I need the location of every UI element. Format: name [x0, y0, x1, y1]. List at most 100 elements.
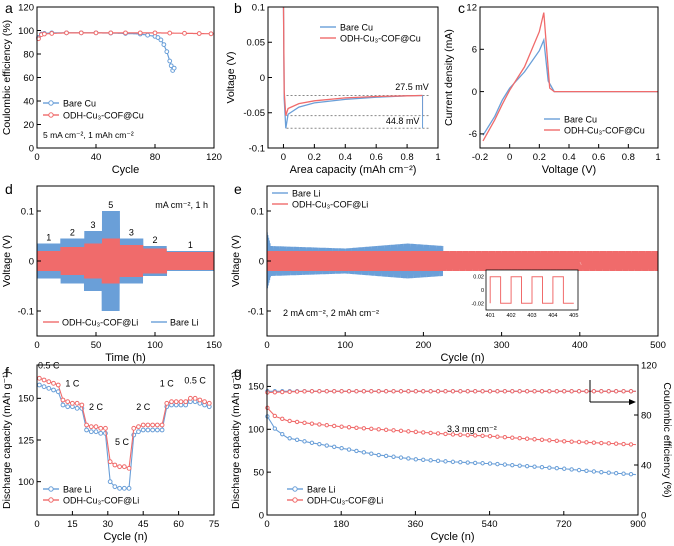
f-data-point: [159, 427, 165, 433]
g-data-point: [458, 432, 463, 437]
f-data-point: [36, 375, 42, 381]
b-annotation-blue: 44.8 mV: [386, 116, 420, 126]
g-xtick-label: 180: [333, 519, 349, 530]
g-data-point: [547, 465, 552, 470]
g-xtick-label: 900: [630, 519, 646, 530]
g-data-point: [628, 389, 634, 394]
g-data-point: [599, 389, 604, 394]
g-data-point: [472, 389, 478, 394]
g-data-point: [576, 467, 582, 473]
d-xtick-label: 150: [206, 340, 222, 351]
a-xtick-label: 80: [150, 152, 161, 163]
d-xtick-label: 0: [34, 340, 39, 351]
g-data-point: [621, 441, 626, 447]
f-legend-label: Bare Li: [63, 484, 92, 494]
g-data-point: [495, 461, 500, 467]
g-data-point: [361, 426, 367, 431]
f-rate-label: 1 C: [65, 379, 80, 389]
g-data-point: [584, 389, 589, 394]
a-legend-label: Bare Cu: [63, 98, 96, 108]
g-data-point: [621, 471, 626, 476]
g-data-point: [346, 389, 352, 394]
d-ylabel: Voltage (V): [1, 235, 13, 287]
g-data-point: [391, 389, 396, 394]
g-data-point: [383, 453, 389, 459]
g-data-point: [510, 435, 515, 440]
g-data-point: [539, 465, 545, 470]
f-data-point: [117, 464, 122, 470]
f-data-point: [84, 422, 89, 428]
f-data-point: [107, 459, 113, 465]
f-data-point: [183, 399, 189, 405]
f-data-point: [103, 425, 108, 431]
b-xtick-label: 1: [435, 152, 440, 163]
g-data-point: [539, 389, 545, 394]
c-ytick-label: 6: [472, 45, 477, 56]
g-legend-label: ODH-Cu₃-COF@Li: [307, 495, 383, 505]
e-xtick-label: 0: [264, 340, 269, 351]
a-data-point: [167, 30, 173, 36]
g-data-point: [628, 442, 634, 447]
b-xtick-label: 0.8: [400, 152, 413, 163]
f-data-point: [154, 427, 160, 433]
f-xtick-label: 0: [34, 519, 39, 530]
c-legend-label: ODH-Cu₃-COF@Cu: [564, 125, 645, 135]
f-legend-marker: [48, 497, 54, 503]
g-xtick-label: 720: [556, 519, 572, 530]
g-data-point: [547, 389, 552, 394]
b-xlabel: Area capacity (mAh cm⁻²): [290, 164, 417, 176]
g-data-point: [309, 440, 315, 446]
d-ytick-label: 0.1: [21, 206, 34, 217]
f-data-point: [140, 427, 146, 433]
f-data-point: [84, 427, 89, 433]
b-ytick-label: -0.05: [243, 108, 265, 119]
f-data-point: [88, 429, 94, 435]
f-data-point: [60, 402, 66, 408]
g-data-point: [628, 472, 634, 477]
e-ytick-label: 0: [259, 256, 264, 267]
g-ytick-label: 0: [641, 510, 646, 521]
g-data-point: [413, 429, 419, 435]
g-data-point: [346, 447, 352, 452]
f-data-point: [150, 422, 156, 428]
d-xtick-label: 50: [91, 340, 102, 351]
g-data-point: [599, 440, 604, 446]
f-data-point: [164, 400, 170, 406]
b-series-line: [282, 6, 423, 116]
g-data-point: [294, 419, 300, 425]
f-data-point: [112, 484, 118, 490]
e-ytick-label: -0.1: [248, 306, 264, 317]
f-data-point: [159, 422, 165, 428]
a-data-point: [161, 42, 167, 47]
g-data-point: [369, 426, 374, 431]
g-data-point: [443, 459, 448, 464]
a-data-point: [108, 30, 114, 36]
g-data-point: [547, 438, 552, 443]
f-ytick-label: 150: [18, 394, 34, 405]
e-inset-ytick-label: 0.02: [473, 275, 484, 281]
g-data-point: [398, 455, 404, 460]
f-data-point: [51, 387, 56, 393]
f-data-point: [131, 425, 137, 431]
a-legend-marker: [48, 112, 54, 118]
f-data-point: [36, 382, 42, 388]
c-ytick-label: -6: [469, 129, 477, 140]
g-data-point: [435, 389, 441, 394]
g-data-point: [413, 457, 419, 462]
g-data-point: [294, 389, 300, 394]
g-data-point: [502, 389, 508, 394]
f-data-point: [192, 395, 198, 401]
g-data-point: [502, 435, 508, 440]
g-data-point: [510, 389, 515, 394]
c-ylabel: Current density (mA): [443, 29, 455, 126]
g-data-point: [554, 389, 559, 394]
g-data-point: [450, 389, 456, 394]
g-data-point: [428, 389, 433, 394]
f-ytick-label: 125: [18, 435, 34, 446]
b-legend-label: Bare Cu: [340, 22, 373, 32]
g-data-point: [613, 441, 619, 446]
g-data-point: [539, 437, 545, 442]
a-data-point: [167, 58, 173, 64]
g-data-point: [517, 436, 522, 441]
g-data-point: [584, 440, 589, 445]
